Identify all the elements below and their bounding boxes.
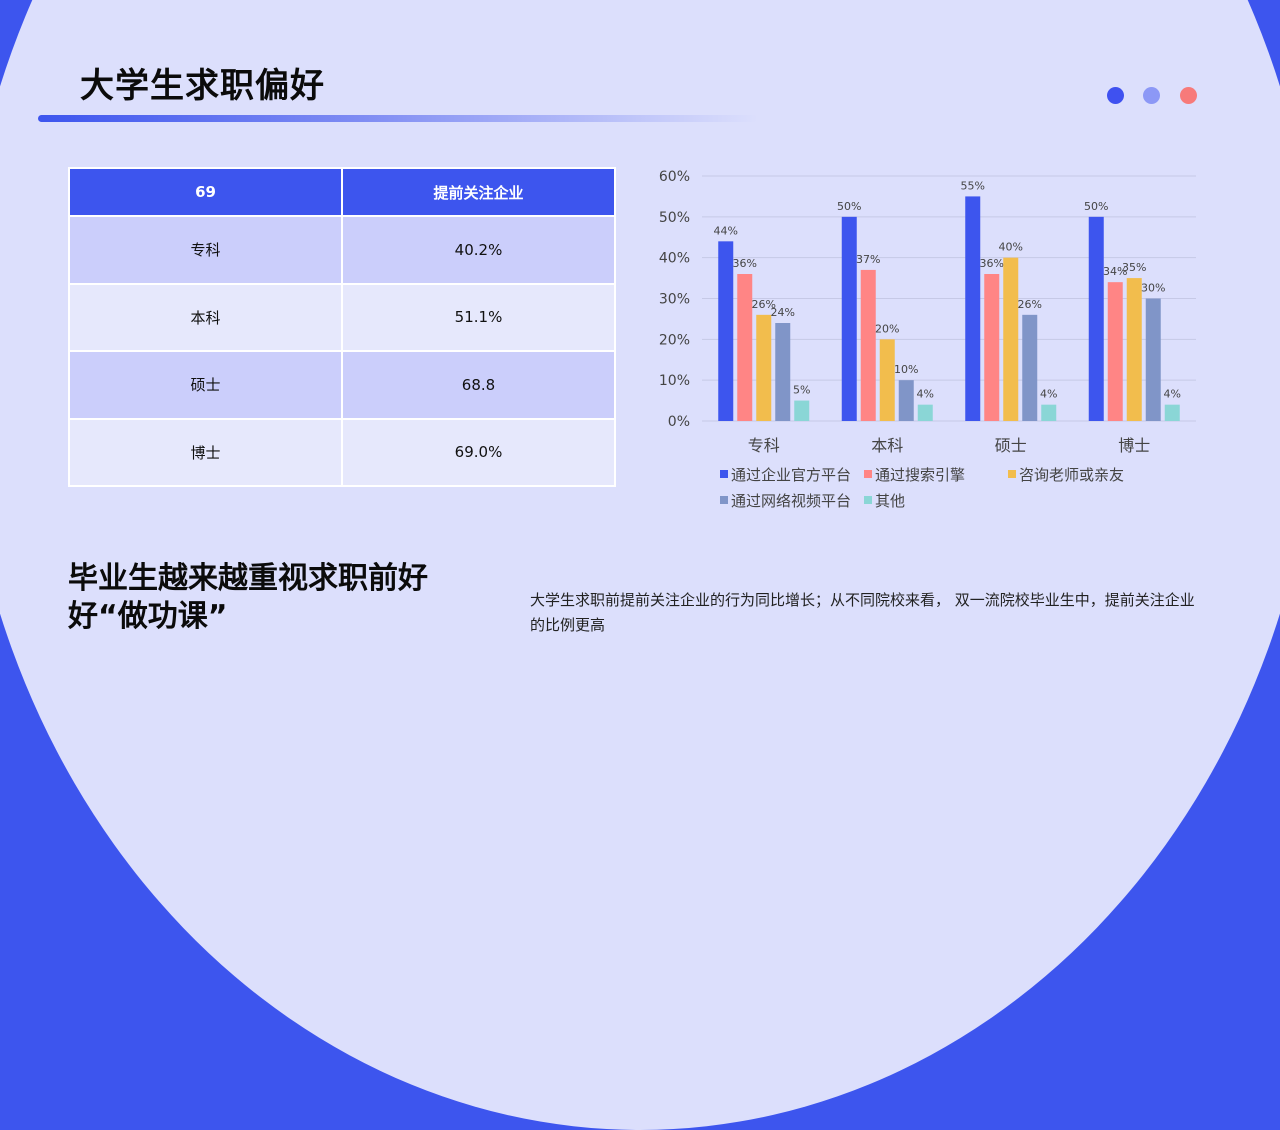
table-header-cell: 69	[68, 167, 343, 217]
data-label: 24%	[771, 306, 795, 319]
data-label: 50%	[1084, 200, 1108, 213]
table-header-row: 69 提前关注企业	[68, 167, 616, 217]
bar	[965, 196, 981, 421]
data-label: 4%	[917, 388, 934, 401]
y-tick-label: 10%	[659, 373, 690, 389]
bar	[1022, 314, 1038, 421]
bar	[775, 323, 791, 421]
bar	[1164, 404, 1180, 421]
legend-label: 通过搜索引擎	[875, 466, 965, 484]
data-label: 55%	[961, 179, 985, 192]
grouped-bar-chart: 0%10%20%30%40%50%60%44%36%26%24%5%专科50%3…	[659, 169, 1196, 510]
y-tick-label: 60%	[659, 169, 690, 185]
data-label: 4%	[1040, 388, 1057, 401]
data-label: 34%	[1103, 265, 1127, 278]
data-table: 69 提前关注企业 专科 40.2% 本科 51.1% 硕士 68.8 博士 6…	[68, 167, 616, 487]
table-row: 专科 40.2%	[68, 215, 616, 285]
bar	[1126, 278, 1142, 421]
data-label: 37%	[856, 253, 880, 266]
bar	[1107, 282, 1123, 421]
data-label: 40%	[999, 241, 1023, 254]
data-label: 26%	[752, 298, 776, 311]
y-tick-label: 0%	[668, 414, 690, 430]
table-header-cell: 提前关注企业	[341, 167, 616, 217]
table-cell-level: 专科	[68, 215, 343, 285]
table-cell-value: 51.1%	[341, 282, 616, 352]
y-tick-label: 30%	[659, 292, 690, 308]
data-label: 10%	[894, 363, 918, 376]
bar	[841, 216, 857, 421]
table-cell-value: 40.2%	[341, 215, 616, 285]
table-cell-value: 68.8	[341, 350, 616, 420]
legend-swatch	[864, 496, 872, 504]
legend-label: 通过网络视频平台	[731, 492, 851, 510]
bar	[1088, 216, 1104, 421]
legend-swatch	[720, 496, 728, 504]
data-label: 44%	[714, 224, 738, 237]
y-tick-label: 50%	[659, 210, 690, 226]
y-tick-label: 20%	[659, 332, 690, 348]
data-label: 36%	[733, 257, 757, 270]
legend-swatch	[1008, 470, 1016, 478]
data-label: 50%	[837, 200, 861, 213]
table-row: 硕士 68.8	[68, 350, 616, 420]
bar	[1145, 298, 1161, 421]
decorative-dot-lavender	[1143, 87, 1160, 104]
bar	[898, 380, 914, 421]
legend-label: 咨询老师或亲友	[1019, 466, 1124, 484]
decorative-dot-red	[1180, 87, 1197, 104]
bar	[718, 241, 734, 421]
x-tick-label: 专科	[748, 436, 780, 455]
legend-label: 通过企业官方平台	[731, 466, 851, 484]
table-row: 本科 51.1%	[68, 282, 616, 352]
section-description: 大学生求职前提前关注企业的行为同比增长；从不同院校来看， 双一流院校毕业生中，提…	[530, 591, 1195, 634]
legend-label: 其他	[875, 492, 905, 510]
table-cell-level: 硕士	[68, 350, 343, 420]
x-tick-label: 硕士	[995, 436, 1027, 455]
data-label: 30%	[1141, 282, 1165, 295]
page-title: 大学生求职偏好	[80, 66, 325, 106]
bar	[917, 404, 933, 421]
data-label: 4%	[1164, 388, 1181, 401]
bar	[737, 274, 753, 421]
bar	[984, 274, 1000, 421]
title-underline	[38, 115, 758, 122]
section-heading: 毕业生越来越重视求职前好好“做功课”	[68, 561, 428, 634]
table-cell-level: 本科	[68, 282, 343, 352]
table-cell-level: 博士	[68, 417, 343, 487]
y-tick-label: 40%	[659, 251, 690, 267]
decorative-dot-blue	[1107, 87, 1124, 104]
legend-swatch	[720, 470, 728, 478]
bar	[794, 400, 810, 421]
data-label: 36%	[980, 257, 1004, 270]
table-cell-value: 69.0%	[341, 417, 616, 487]
data-label: 5%	[793, 384, 810, 397]
x-tick-label: 本科	[871, 436, 903, 455]
data-label: 26%	[1018, 298, 1042, 311]
table-row: 博士 69.0%	[68, 417, 616, 487]
x-tick-label: 博士	[1118, 436, 1150, 455]
bar	[860, 269, 876, 421]
bar	[1041, 404, 1057, 421]
bar	[1003, 257, 1019, 421]
data-label: 20%	[875, 322, 899, 335]
legend-swatch	[864, 470, 872, 478]
bar	[879, 339, 895, 421]
data-label: 35%	[1122, 261, 1146, 274]
bar	[756, 314, 772, 421]
